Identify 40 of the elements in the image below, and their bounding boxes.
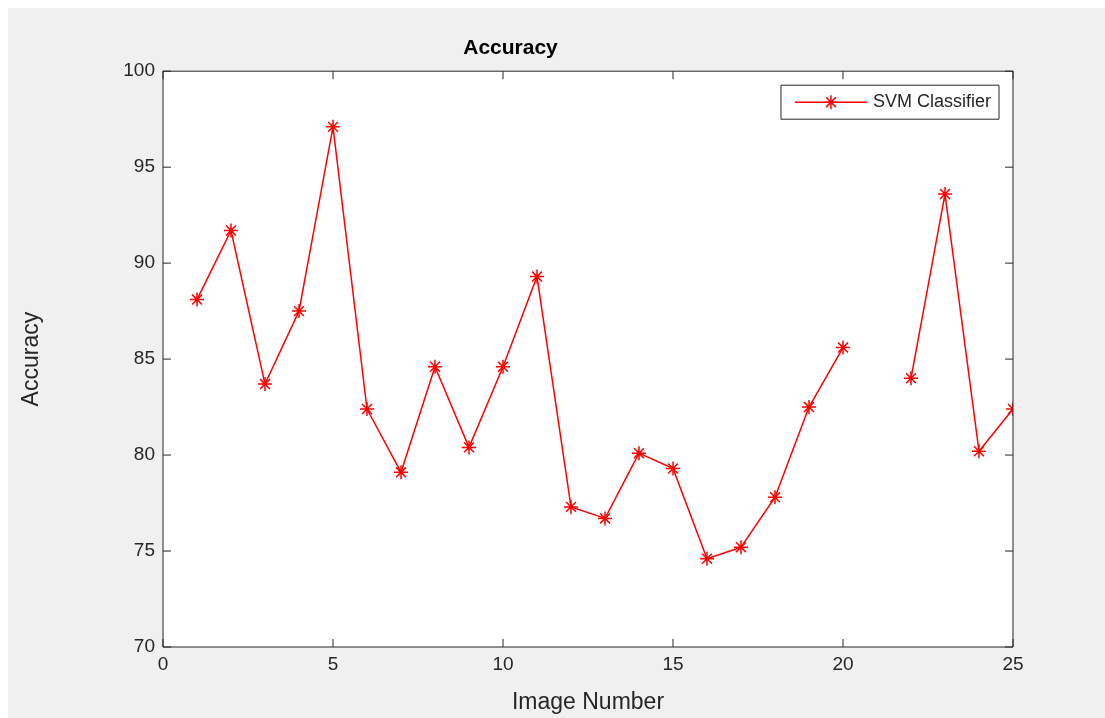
- point: [835, 339, 851, 356]
- point: [903, 370, 919, 387]
- point: [359, 401, 375, 417]
- point: [291, 303, 307, 319]
- x-tick-label: 25: [1002, 652, 1024, 674]
- chart-title: Accuracy: [463, 35, 559, 59]
- x-tick-label: 0: [157, 652, 169, 674]
- x-tick-label: 15: [662, 652, 684, 674]
- x-tick-label: 20: [832, 652, 854, 674]
- point: [223, 222, 239, 239]
- x-axis-title: Image Number: [511, 687, 665, 714]
- point: [529, 268, 545, 285]
- point: [325, 119, 341, 135]
- point: [257, 376, 273, 392]
- y-axis-title: Accuracy: [17, 311, 44, 407]
- point: [801, 399, 817, 415]
- point: [597, 510, 613, 527]
- x-tick-label: 10: [492, 652, 514, 674]
- point: [767, 489, 783, 506]
- point: [937, 186, 953, 202]
- point: [393, 464, 409, 481]
- point: [971, 443, 987, 459]
- x-tick-label: 5: [327, 652, 339, 674]
- point: [699, 550, 715, 567]
- y-tick-label: 80: [133, 443, 155, 465]
- y-tick-label: 100: [123, 59, 155, 81]
- legend-label: SVM Classifier: [872, 91, 992, 112]
- point: [495, 359, 511, 375]
- point: [189, 291, 205, 308]
- point: [665, 460, 681, 477]
- point: [563, 499, 579, 515]
- y-tick-label: 90: [133, 251, 155, 273]
- point: [461, 439, 477, 456]
- point: [631, 445, 647, 461]
- y-tick-label: 75: [133, 539, 155, 561]
- point: [733, 539, 749, 555]
- y-tick-label: 70: [133, 635, 155, 657]
- y-tick-label: 85: [133, 347, 155, 369]
- y-tick-label: 95: [133, 155, 155, 177]
- point: [427, 359, 443, 375]
